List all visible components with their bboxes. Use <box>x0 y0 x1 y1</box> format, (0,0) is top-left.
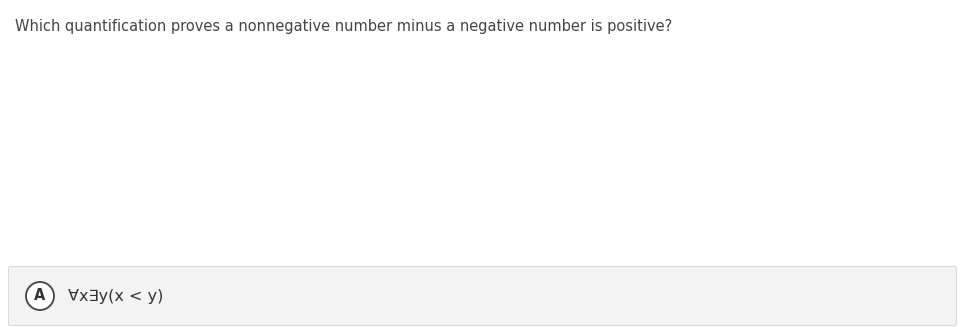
Circle shape <box>26 282 54 310</box>
Text: Which quantification proves a nonnegative number minus a negative number is posi: Which quantification proves a nonnegativ… <box>15 19 673 34</box>
Text: ∀x∃y(x < y): ∀x∃y(x < y) <box>68 288 163 303</box>
FancyBboxPatch shape <box>9 267 956 325</box>
Text: A: A <box>35 288 45 303</box>
